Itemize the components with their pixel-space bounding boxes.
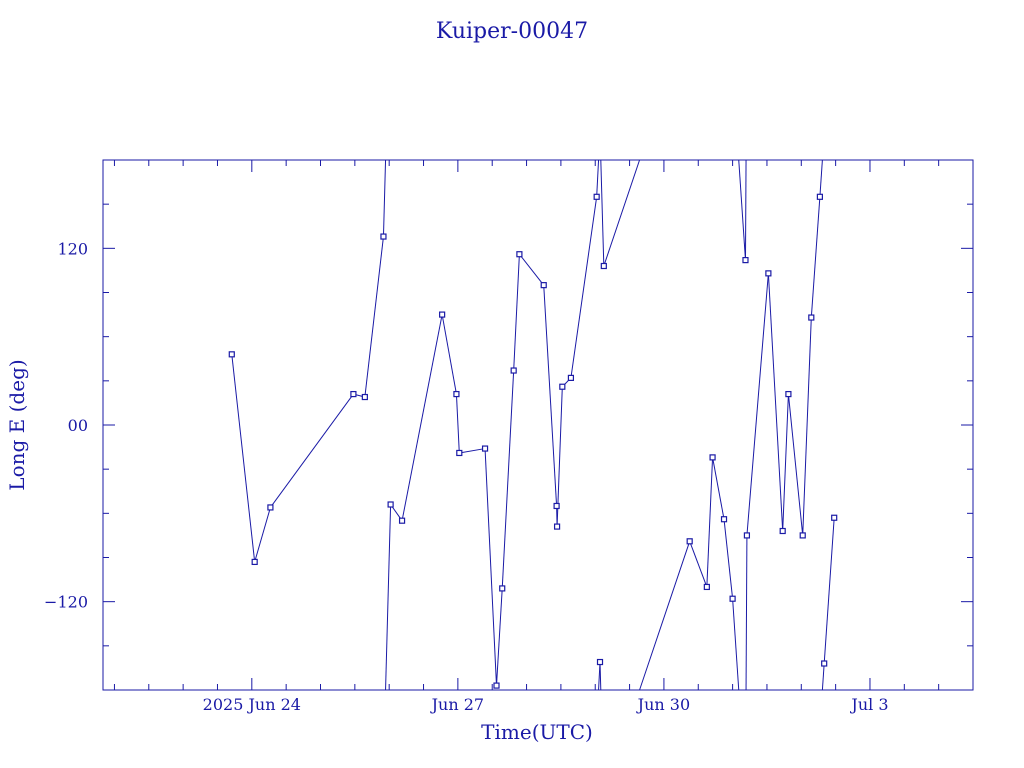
data-point <box>729 595 736 602</box>
data-point <box>821 660 828 667</box>
series-line-segment <box>738 159 746 261</box>
data-point <box>481 445 489 452</box>
series-line-segment <box>364 236 384 398</box>
series-line-segment <box>782 394 789 532</box>
data-point <box>596 658 604 666</box>
data-point <box>267 504 274 511</box>
y-tick-label: −120 <box>44 593 88 612</box>
series-line-segment <box>802 317 812 536</box>
y-tick-label: 00 <box>68 416 88 435</box>
series-line-segment <box>787 394 804 536</box>
series-line-segment <box>455 394 460 453</box>
series-line-segment <box>441 314 457 395</box>
data-point <box>380 233 387 240</box>
chart-title: Kuiper-00047 <box>436 19 588 44</box>
series-line-segment <box>810 196 821 318</box>
data-point <box>567 374 575 381</box>
series-line-segment <box>712 457 725 520</box>
data-point <box>456 449 463 457</box>
data-point <box>593 193 600 200</box>
data-point <box>799 532 806 539</box>
x-tick-label: Jul 3 <box>849 695 888 714</box>
series-line-segment <box>821 663 825 691</box>
y-tick-label: 120 <box>57 239 88 258</box>
data-point <box>553 502 560 510</box>
series-line-segment <box>401 314 443 521</box>
data-point <box>703 583 710 591</box>
x-tick-label: Jun 30 <box>636 695 690 714</box>
series-line-segment <box>819 159 823 197</box>
series-line-segment <box>496 588 503 686</box>
data-point <box>743 532 751 539</box>
data-point <box>779 527 786 535</box>
series-line-segment <box>823 517 835 664</box>
data-point <box>510 367 517 374</box>
data-point <box>600 262 607 270</box>
series-line-segment <box>570 196 598 378</box>
series-line-segment <box>603 159 641 267</box>
data-point <box>228 351 235 358</box>
data-point <box>808 314 815 321</box>
series-line-segment <box>254 507 271 563</box>
data-point <box>816 193 823 200</box>
series-line-segment <box>723 519 734 599</box>
series-line-segment <box>459 448 486 454</box>
series-line-segment <box>385 504 392 691</box>
series-line-segment <box>732 598 740 691</box>
plot-frame <box>102 159 974 691</box>
data-point <box>453 390 460 398</box>
data-point <box>831 514 838 521</box>
series-line-segment <box>746 273 769 536</box>
data-point <box>785 390 792 398</box>
data-point <box>387 501 394 508</box>
series-line-segment <box>706 457 714 587</box>
series-line-segment <box>639 541 691 691</box>
series-line-segment <box>270 393 354 508</box>
series-line-segment <box>745 535 748 691</box>
series-line-segment <box>767 273 784 532</box>
series-line-segment <box>689 541 708 588</box>
data-point <box>686 538 693 545</box>
series-line-segment <box>382 159 387 237</box>
y-axis-label: Long E (deg) <box>5 359 29 490</box>
series-line-segment <box>484 448 498 686</box>
data-point <box>251 558 258 566</box>
data-point <box>765 270 772 277</box>
series-line-segment <box>596 159 600 197</box>
series-line-segment <box>501 370 515 589</box>
x-tick-label: Jun 27 <box>430 695 484 714</box>
data-point <box>439 311 446 318</box>
data-point <box>709 454 716 461</box>
series-line-segment <box>513 254 520 371</box>
data-point <box>516 251 523 258</box>
data-point <box>559 383 566 390</box>
data-point <box>720 516 728 523</box>
data-point <box>540 282 547 289</box>
data-point <box>499 585 506 592</box>
x-axis-label: Time(UTC) <box>481 720 593 744</box>
data-point <box>742 257 749 264</box>
series-line-segment <box>519 253 545 286</box>
series-line-segment <box>231 354 256 562</box>
data-point <box>493 682 500 689</box>
data-point <box>350 390 357 398</box>
series-line-segment <box>744 159 747 261</box>
series-line-segment <box>543 285 558 507</box>
data-point <box>361 393 368 401</box>
series-line-segment <box>599 662 602 691</box>
series-line-segment <box>600 159 605 267</box>
data-point <box>553 523 561 530</box>
data-point <box>398 517 406 524</box>
x-tick-label: 2025 Jun 24 <box>203 695 301 714</box>
